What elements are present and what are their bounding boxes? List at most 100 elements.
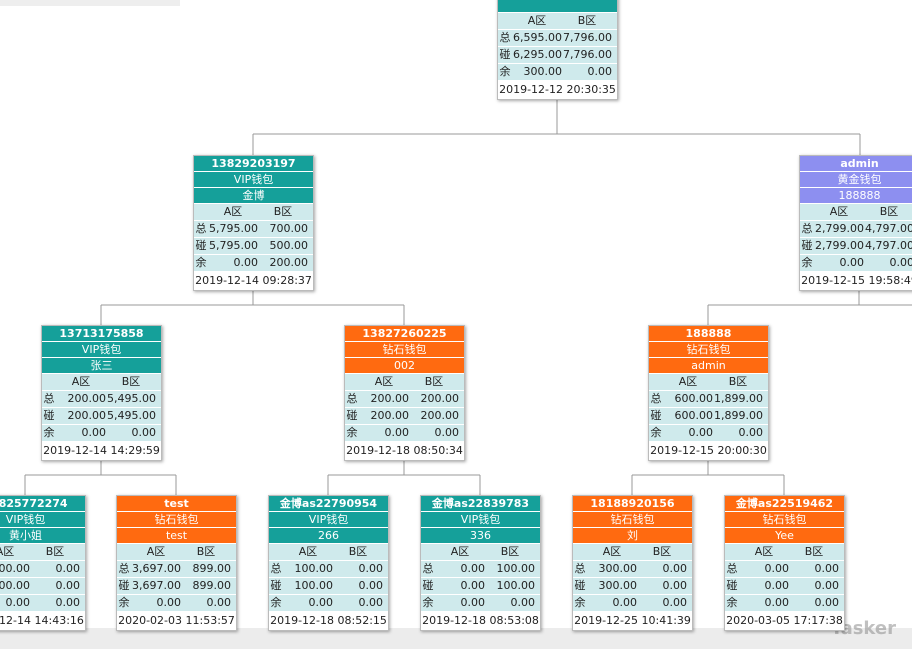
table-row: 总 0.00 0.00 [725, 561, 844, 578]
node-time: 2019-12-18 08:50:34 [346, 444, 463, 457]
value-a: 5,795.00 [209, 239, 258, 252]
row-label: 碰 [650, 409, 662, 422]
value-b: 700.00 [269, 222, 309, 235]
row-label: 余 [726, 596, 738, 609]
row-label: 碰 [422, 579, 434, 592]
table-header: A区 B区 [421, 544, 540, 561]
row-label: 余 [43, 426, 55, 439]
node-name: 金博 [194, 188, 313, 204]
row-label: 总 [726, 562, 738, 575]
value-a: 0.00 [5, 596, 31, 609]
value-a: 0.00 [764, 596, 790, 609]
node-wallet: 钻石钱包 [573, 512, 692, 528]
table-row: 碰 100.00 0.00 [269, 578, 388, 595]
column-a: A区 [754, 545, 774, 558]
row-label: 余 [499, 65, 511, 78]
spacer [725, 544, 739, 560]
row-label: 总 [346, 392, 358, 405]
table-row: 余 0.00 0.00 [725, 595, 844, 612]
column-a: A区 [146, 545, 166, 558]
row-label: 碰 [499, 48, 511, 61]
table-row: 余 0.00 0.00 [421, 595, 540, 612]
value-b: 0.00 [206, 596, 232, 609]
row-label: 总 [118, 562, 130, 575]
node-id: admin [800, 156, 912, 172]
node-id: 13829203197 [194, 156, 313, 172]
value-b: 0.00 [434, 426, 460, 439]
value-a: 100.00 [0, 562, 30, 575]
column-b: B区 [652, 545, 672, 558]
node-name: 336 [421, 528, 540, 544]
row-label: 碰 [801, 239, 813, 252]
node-id: 13827260225 [345, 326, 464, 342]
value-b: 1,899.00 [714, 409, 763, 422]
node-name: 刘 [573, 528, 692, 544]
node-name: test [117, 528, 236, 544]
column-b: B区 [348, 545, 368, 558]
node-name: Yee [725, 528, 844, 544]
value-b: 0.00 [738, 426, 764, 439]
table-row: 总 2,799.00 4,797.00 [800, 221, 912, 238]
value-b: 0.00 [662, 579, 688, 592]
table-row: 总 300.00 0.00 [573, 561, 692, 578]
column-a: A区 [829, 205, 849, 218]
node-wallet: 黄金钱包 [800, 172, 912, 188]
row-label: 余 [118, 596, 130, 609]
node-time: 2020-02-03 11:53:57 [118, 614, 235, 627]
value-b: 0.00 [55, 596, 81, 609]
value-b: 4,797.00 [865, 239, 912, 252]
value-a: 5,795.00 [209, 222, 258, 235]
value-b: 0.00 [510, 596, 536, 609]
value-a: 0.00 [308, 596, 334, 609]
row-label: 碰 [118, 579, 130, 592]
node-card: 13825772274VIP钱包黄小姐A区B区总100.000.00碰100.0… [0, 495, 86, 631]
node-card: 金博as22790954 VIP钱包 266 A区 B区总 100.00 0.00 碰 100.… [268, 495, 389, 631]
table-row: 余 0.00 0.00 [573, 595, 692, 612]
value-b: 899.00 [192, 562, 232, 575]
row-label: 碰 [270, 579, 282, 592]
row-label: 余 [270, 596, 282, 609]
spacer [194, 204, 208, 220]
table-row: 碰 200.00 5,495.00 [42, 408, 161, 425]
row-label: 总 [270, 562, 282, 575]
table-row: 余 0.00 0.00 [42, 425, 161, 442]
value-a: 0.00 [460, 596, 486, 609]
value-b: 0.00 [814, 596, 840, 609]
node-id: 13713175858 [42, 326, 161, 342]
row-label: 碰 [574, 579, 586, 592]
value-a: 6,595.00 [513, 31, 562, 44]
table-header: A区 B区 [800, 204, 912, 221]
value-b: 0.00 [358, 562, 384, 575]
node-name: 266 [269, 528, 388, 544]
value-a: 0.00 [460, 579, 486, 592]
value-b: 0.00 [55, 579, 81, 592]
node-wallet: 钻石钱包 [117, 512, 236, 528]
node-wallet: VIP钱包 [42, 342, 161, 358]
value-b: 200.00 [269, 256, 309, 269]
table-row: 碰 5,795.00 500.00 [194, 238, 313, 255]
row-label: 总 [43, 392, 55, 405]
footer-bar [0, 628, 912, 649]
table-row: 碰 200.00 200.00 [345, 408, 464, 425]
column-b: B区 [45, 545, 65, 558]
value-a: 300.00 [598, 562, 638, 575]
table-row: 碰 3,697.00 899.00 [117, 578, 236, 595]
row-label: 余 [574, 596, 586, 609]
node-card: test 钻石钱包 test A区 B区总 3,697.00 899.00 碰 3,697.00… [116, 495, 237, 631]
column-b: B区 [273, 205, 293, 218]
node-wallet: 钻石钱包 [345, 342, 464, 358]
value-a: 0.00 [156, 596, 182, 609]
row-label: 余 [650, 426, 662, 439]
spacer [498, 13, 512, 29]
node-card: 金博as22519462 钻石钱包 Yee A区 B区总 0.00 0.00 碰 0.00 0.0… [724, 495, 845, 631]
row-label: 总 [574, 562, 586, 575]
row-label: 余 [801, 256, 813, 269]
table-header: A区 B区 [117, 544, 236, 561]
value-b: 0.00 [55, 562, 81, 575]
row-label: 碰 [726, 579, 738, 592]
table-row: 总 6,595.00 7,796.00 [498, 30, 617, 47]
table-header: A区 B区 [345, 374, 464, 391]
table-row: 余 0.00 0.00 [117, 595, 236, 612]
